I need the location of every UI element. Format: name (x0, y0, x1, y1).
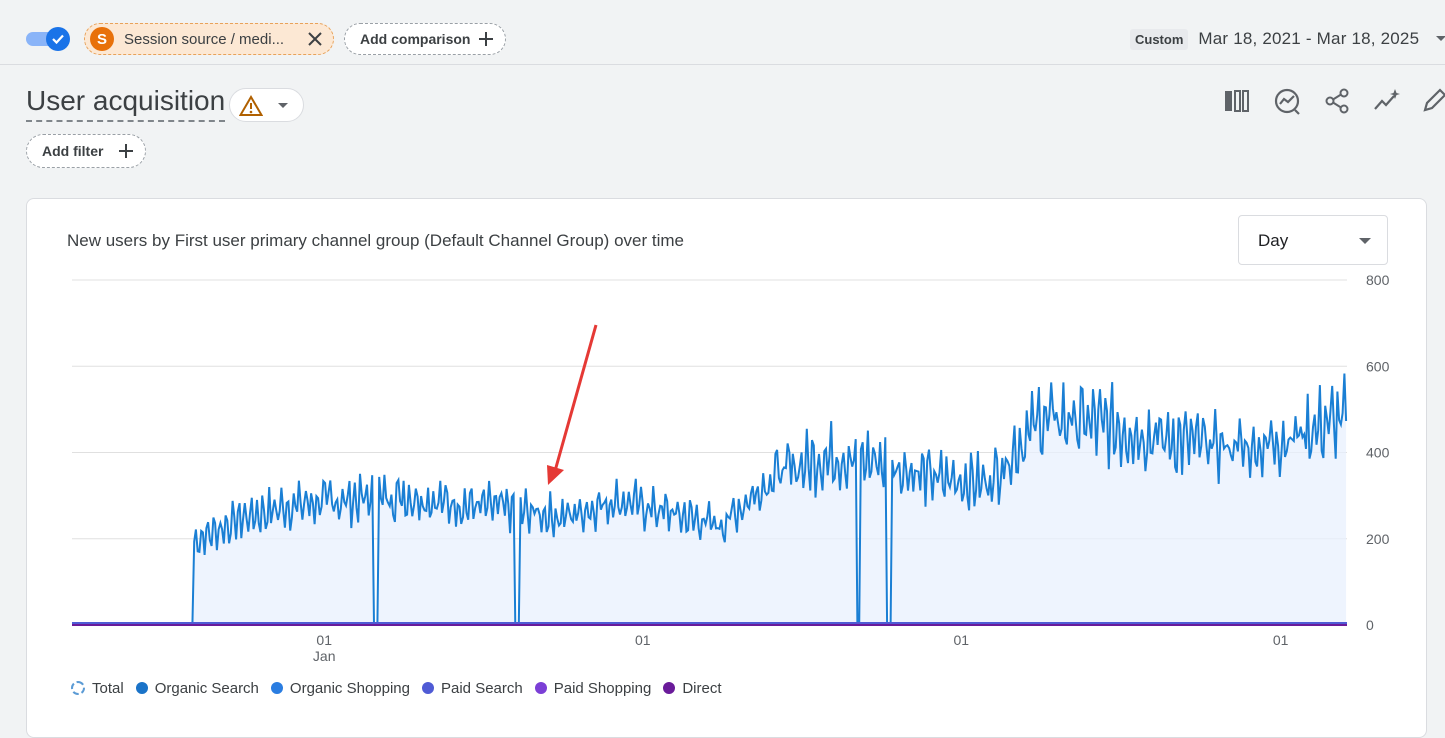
add-filter-label: Add filter (42, 143, 104, 159)
chevron-down-icon[interactable] (1436, 36, 1445, 41)
caret-down-icon (1359, 238, 1371, 244)
plus-icon (477, 30, 495, 51)
comparison-toggle[interactable] (26, 27, 70, 51)
segment-label: Session source / medi... (124, 30, 285, 48)
add-comparison-button[interactable]: Add comparison (344, 23, 506, 55)
annotation-arrow (553, 324, 598, 472)
x-tick-sublabel: Jan (313, 648, 336, 664)
y-tick-label: 0 (1366, 617, 1374, 633)
chart-legend: Total Organic Search Organic Shopping Paid … (71, 677, 733, 699)
chart-title: New users by First user primary channel … (67, 231, 684, 250)
add-comparison-label: Add comparison (360, 31, 471, 47)
x-tick-label: 01 (953, 632, 969, 648)
edit-icon[interactable] (1420, 87, 1445, 115)
segment-avatar: S (90, 27, 114, 51)
legend-label: Total (92, 679, 124, 697)
check-icon (46, 27, 70, 51)
legend-item[interactable]: Organic Shopping (270, 679, 410, 697)
legend-label: Organic Shopping (289, 679, 410, 697)
segment-chip[interactable]: S Session source / medi... (84, 23, 334, 55)
share-icon[interactable] (1323, 87, 1351, 115)
plus-icon (117, 142, 135, 163)
legend-swatch (135, 682, 148, 694)
x-tick-label: 01 (1273, 632, 1289, 648)
legend-label: Paid Search (441, 679, 523, 697)
y-tick-label: 800 (1366, 272, 1390, 288)
legend-item[interactable]: Total (71, 680, 124, 697)
legend-swatch (422, 682, 434, 694)
legend-swatch (663, 682, 676, 694)
legend-label: Direct (682, 679, 722, 697)
caret-down-icon (278, 103, 288, 108)
granularity-select[interactable]: Day (1238, 215, 1388, 265)
close-icon[interactable] (305, 29, 325, 53)
legend-item[interactable]: Organic Search (135, 679, 259, 697)
custom-badge: Custom (1130, 28, 1189, 50)
legend-swatch (270, 682, 283, 694)
x-tick-label: 01 (316, 632, 332, 648)
series-line-organic-search (72, 373, 1348, 626)
annotation-arrowhead (547, 465, 564, 485)
legend-item[interactable]: Direct (663, 680, 721, 697)
y-tick-label: 600 (1366, 358, 1390, 374)
chart-card: New users by First user primary channel … (26, 198, 1427, 738)
legend-swatch (71, 681, 85, 695)
legend-swatch (534, 682, 547, 694)
x-tick-label: 01 (635, 632, 651, 648)
y-tick-label: 200 (1366, 531, 1390, 547)
granularity-value: Day (1258, 231, 1289, 250)
legend-item[interactable]: Paid Shopping (534, 679, 652, 697)
warning-icon (238, 95, 264, 122)
date-range-text: Mar 18, 2021 - Mar 18, 2025 (1198, 29, 1420, 48)
add-filter-button[interactable]: Add filter (26, 134, 146, 168)
insights-icon[interactable] (1273, 87, 1301, 115)
top-bar: S Session source / medi... Add compariso… (0, 0, 1445, 65)
date-range-picker[interactable]: Custom Mar 18, 2021 - Mar 18, 2025 (1130, 28, 1419, 50)
legend-label: Paid Shopping (553, 679, 652, 697)
legend-item[interactable]: Paid Search (422, 680, 523, 697)
page-title[interactable]: User acquisition (26, 84, 226, 122)
sparkle-trend-icon[interactable] (1373, 87, 1401, 115)
y-tick-label: 400 (1366, 445, 1390, 461)
legend-label: Organic Search (154, 679, 259, 697)
warning-dropdown[interactable] (229, 88, 304, 122)
compare-columns-icon[interactable] (1223, 87, 1251, 115)
total-area (72, 373, 1347, 625)
